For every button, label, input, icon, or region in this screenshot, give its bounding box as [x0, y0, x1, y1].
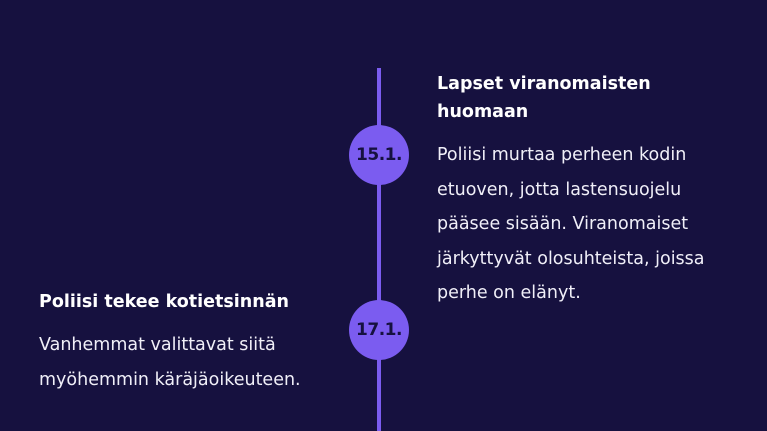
timeline-date-marker: 17.1. — [349, 300, 409, 360]
event-title: Lapset viranomaisten huomaan — [437, 74, 651, 122]
event-title: Poliisi tekee kotietsinnän — [39, 292, 289, 312]
event-date: 15.1. — [356, 145, 402, 165]
timeline-line — [377, 68, 381, 431]
event-description: Poliisi murtaa perheen kodin etuoven, jo… — [437, 145, 705, 303]
timeline-date-marker: 15.1. — [349, 125, 409, 185]
timeline-event: Lapset viranomaisten huomaan Poliisi mur… — [437, 70, 737, 311]
event-description: Vanhemmat valittavat siitä myöhemmin kär… — [39, 335, 301, 390]
event-date: 17.1. — [356, 320, 402, 340]
timeline-event: Poliisi tekee kotietsinnän Vanhemmat val… — [39, 288, 339, 397]
